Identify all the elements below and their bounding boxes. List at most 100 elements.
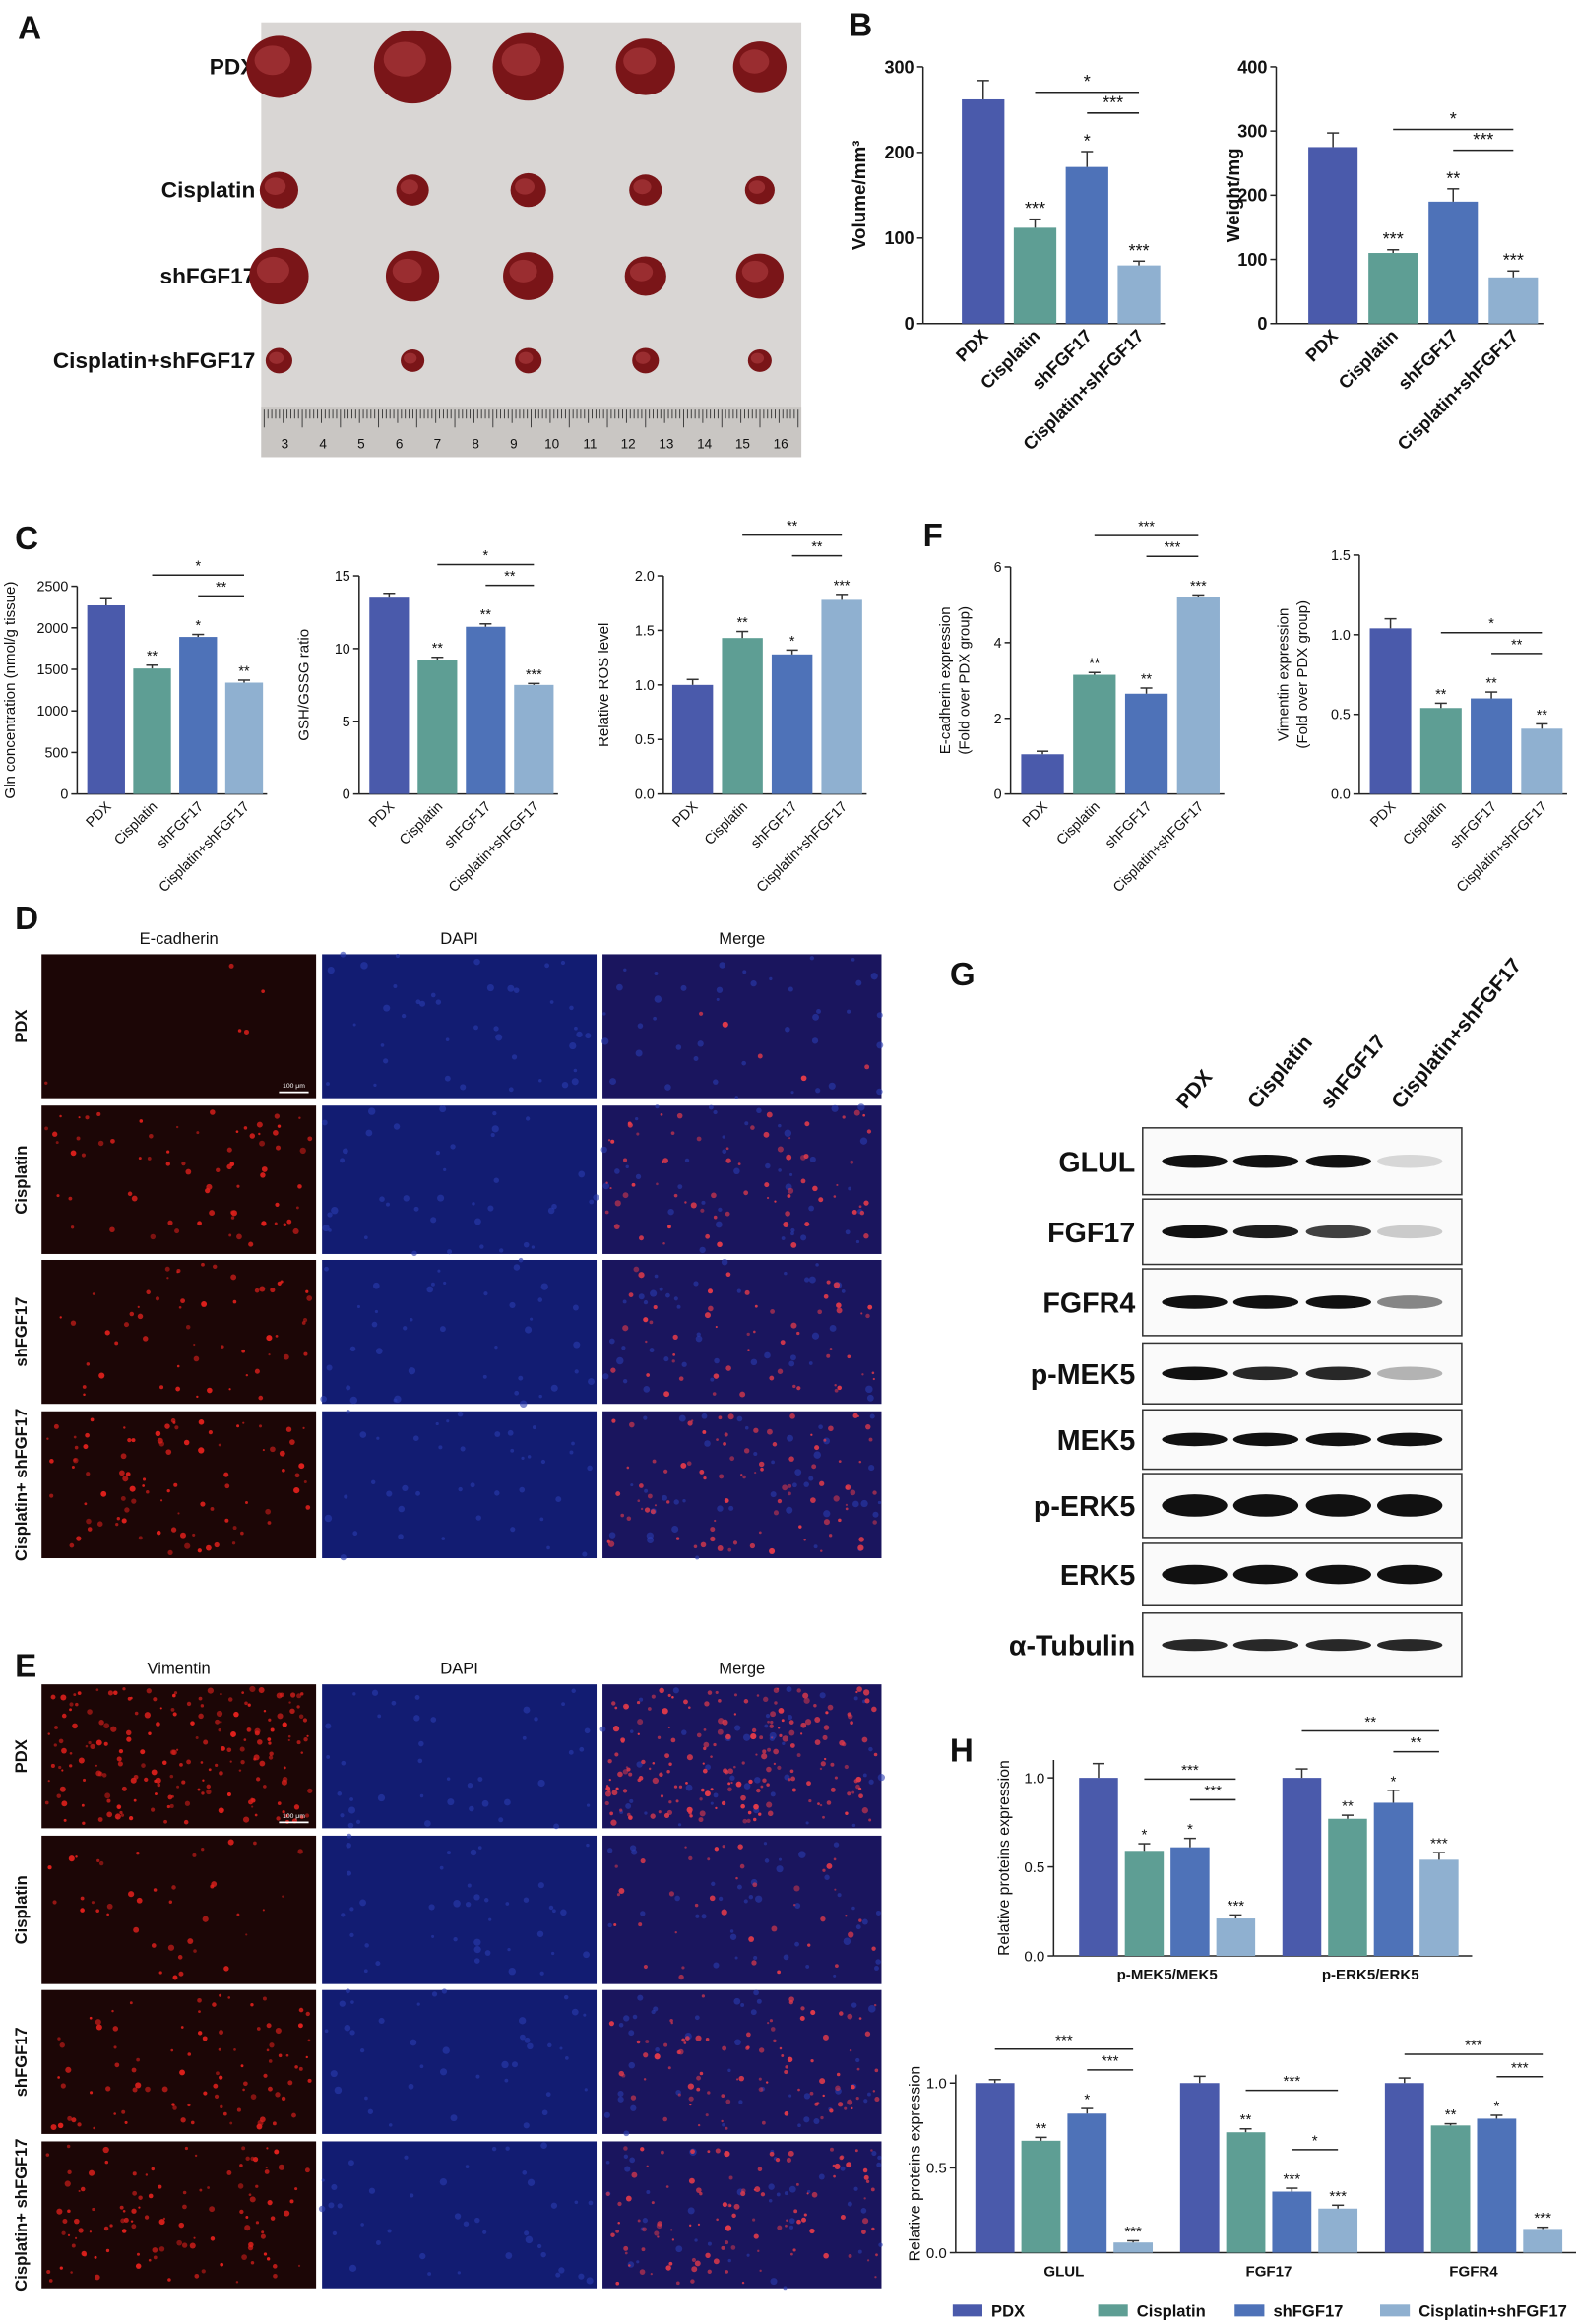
nucleus <box>866 1394 874 1402</box>
stain <box>873 2003 877 2007</box>
stain <box>199 2188 203 2192</box>
nucleus <box>539 1517 544 1522</box>
nucleus <box>786 1686 792 1693</box>
stain <box>724 1432 728 1437</box>
stain <box>167 1944 175 1951</box>
stain <box>153 1888 158 1892</box>
stain <box>273 1129 279 1136</box>
stain <box>220 1692 222 1696</box>
stain <box>790 1776 796 1782</box>
stain <box>767 1810 774 1817</box>
micrograph <box>602 1105 882 1254</box>
stain <box>148 1731 152 1735</box>
significance: * <box>1187 1821 1193 1838</box>
x-tick-label: GLUL <box>1043 2264 1084 2281</box>
band <box>1162 1494 1228 1517</box>
stain <box>269 1751 274 1756</box>
nucleus <box>561 1702 566 1707</box>
stain <box>678 1785 683 1789</box>
stain <box>80 2186 86 2192</box>
significance: ** <box>1141 671 1153 687</box>
nucleus <box>347 2160 354 2167</box>
band <box>1376 1225 1443 1239</box>
stain <box>836 1307 843 1314</box>
stain <box>826 1353 831 1358</box>
column-header: Merge <box>719 929 765 948</box>
nucleus <box>439 1865 444 1870</box>
nucleus <box>401 1013 407 1019</box>
stain <box>184 2146 189 2151</box>
stain <box>833 1282 841 1288</box>
nucleus <box>855 1924 861 1930</box>
stain <box>740 1794 746 1801</box>
stain <box>774 1701 778 1705</box>
stain <box>293 1804 300 1810</box>
nucleus <box>352 1531 358 1537</box>
stain <box>757 2249 760 2253</box>
stain <box>652 1777 659 1785</box>
stain <box>61 1769 64 1772</box>
nucleus <box>410 2039 417 2046</box>
stain <box>668 1891 675 1897</box>
nucleus <box>519 1486 526 1493</box>
bar <box>1430 2125 1471 2253</box>
stain <box>284 1813 289 1818</box>
nucleus <box>367 1107 376 1115</box>
stain <box>604 1210 609 1215</box>
stain <box>777 1970 781 1975</box>
stain <box>684 1201 687 1204</box>
y-tick-label: 300 <box>1237 121 1267 141</box>
stain <box>783 1222 789 1228</box>
nucleus <box>389 2123 393 2127</box>
stain <box>870 2187 875 2192</box>
stain <box>738 2075 745 2082</box>
nucleus <box>403 1195 410 1202</box>
nucleus <box>637 1023 644 1029</box>
stain <box>810 2010 816 2016</box>
micrograph <box>322 1989 598 2134</box>
stain <box>874 2276 877 2279</box>
bar <box>975 2083 1015 2253</box>
stain <box>758 2077 762 2081</box>
stain <box>866 2259 870 2262</box>
stain <box>697 2123 701 2127</box>
stain <box>789 1769 794 1774</box>
stain <box>250 2260 255 2265</box>
stain <box>847 1354 851 1359</box>
stain <box>298 1116 301 1119</box>
nucleus <box>784 1129 792 1137</box>
nucleus <box>430 1217 437 1224</box>
nucleus <box>501 2060 509 2069</box>
band <box>1305 1639 1371 1652</box>
stain <box>298 1463 305 1470</box>
nucleus <box>522 1735 527 1740</box>
stain <box>715 2148 721 2154</box>
stain <box>758 1461 765 1468</box>
nucleus <box>713 1792 719 1798</box>
nucleus <box>510 1448 515 1453</box>
stain <box>261 1221 267 1226</box>
stain <box>146 1688 152 1694</box>
band <box>1376 1432 1443 1447</box>
nucleus <box>477 1777 483 1783</box>
stain <box>830 1762 835 1767</box>
nucleus <box>622 1299 627 1304</box>
stain <box>839 2156 844 2161</box>
stain <box>871 2227 875 2231</box>
stain <box>662 1158 668 1164</box>
nucleus <box>800 1234 807 1241</box>
stain <box>227 1697 233 1702</box>
stain <box>697 2223 701 2227</box>
nucleus <box>716 997 720 1001</box>
stain <box>691 2266 698 2273</box>
stain <box>216 1710 223 1718</box>
nucleus <box>829 1325 837 1332</box>
nucleus <box>404 2155 409 2160</box>
stain <box>820 2115 824 2120</box>
nucleus <box>518 2017 527 2025</box>
stain <box>65 2066 72 2073</box>
stain <box>663 1391 670 1398</box>
stain <box>826 1863 833 1869</box>
stain <box>622 1158 628 1162</box>
nucleus <box>687 2207 695 2215</box>
